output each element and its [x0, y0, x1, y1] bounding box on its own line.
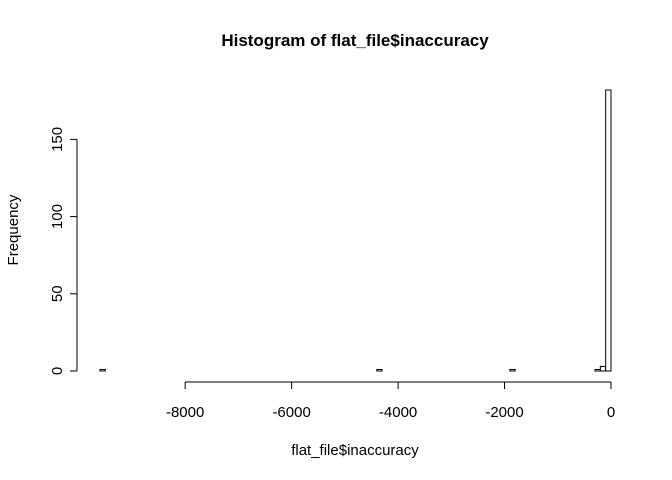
x-tick-label: -4000 [379, 404, 417, 421]
x-tick-label: -2000 [485, 404, 523, 421]
x-tick-label: -6000 [272, 404, 310, 421]
y-tick-label: 100 [49, 204, 66, 229]
x-axis: -8000 -6000 -4000 -2000 0 [166, 381, 615, 421]
histogram-bar [605, 89, 612, 372]
x-tick-label: 0 [607, 404, 615, 421]
y-axis: 0 50 100 150 [49, 127, 78, 375]
histogram-bar [99, 368, 106, 372]
y-tick-label: 0 [49, 367, 66, 375]
x-tick-label: -8000 [166, 404, 204, 421]
histogram-bar [594, 368, 601, 372]
histogram-bars [99, 89, 612, 372]
histogram-bar [376, 368, 383, 372]
y-tick-label: 150 [49, 127, 66, 152]
y-tick-label: 50 [49, 285, 66, 302]
histogram-bar [509, 368, 516, 372]
x-axis-label: flat_file$inaccuracy [291, 442, 419, 459]
y-axis-label: Frequency [5, 194, 22, 265]
histogram-bar [599, 365, 607, 372]
chart-title: Histogram of flat_file$inaccuracy [221, 31, 489, 50]
